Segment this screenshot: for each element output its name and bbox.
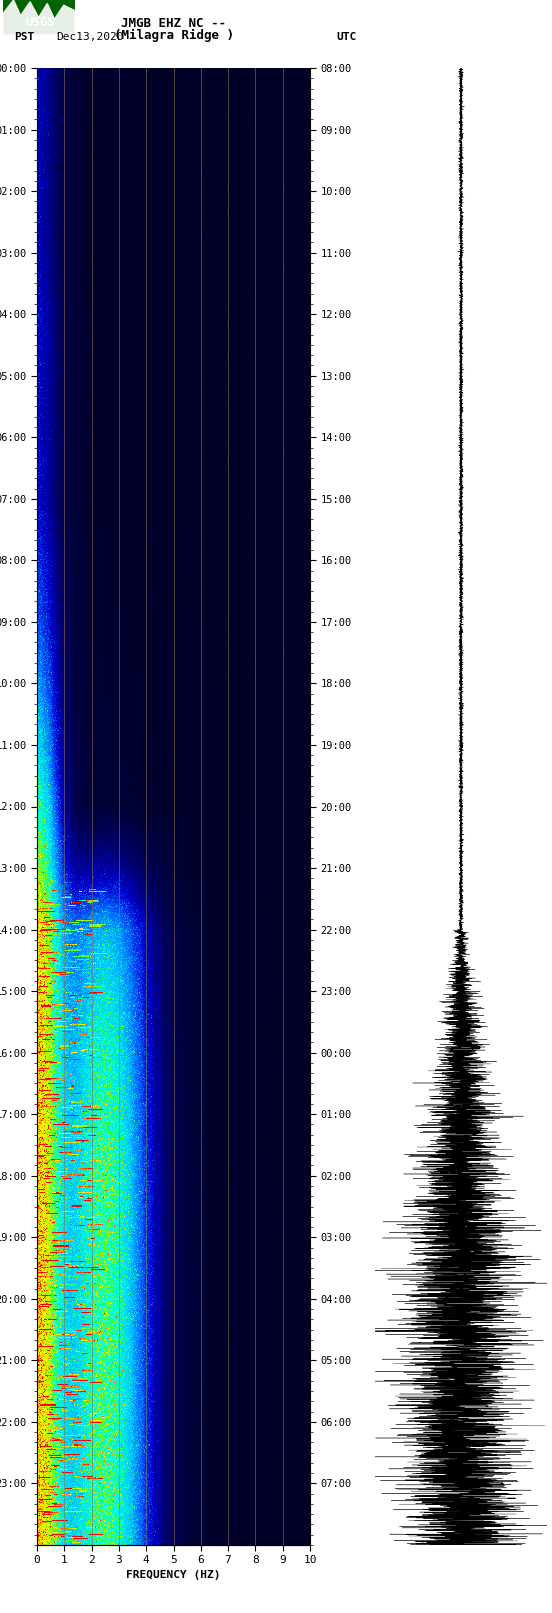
X-axis label: FREQUENCY (HZ): FREQUENCY (HZ) [126, 1569, 221, 1579]
Text: UTC: UTC [337, 32, 357, 42]
Text: (Milagra Ridge ): (Milagra Ridge ) [114, 29, 233, 42]
Polygon shape [3, 0, 75, 35]
Text: PST: PST [14, 32, 34, 42]
Text: JMGB EHZ NC --: JMGB EHZ NC -- [121, 18, 226, 31]
Text: Dec13,2020: Dec13,2020 [56, 32, 124, 42]
Text: USGS: USGS [25, 16, 55, 29]
